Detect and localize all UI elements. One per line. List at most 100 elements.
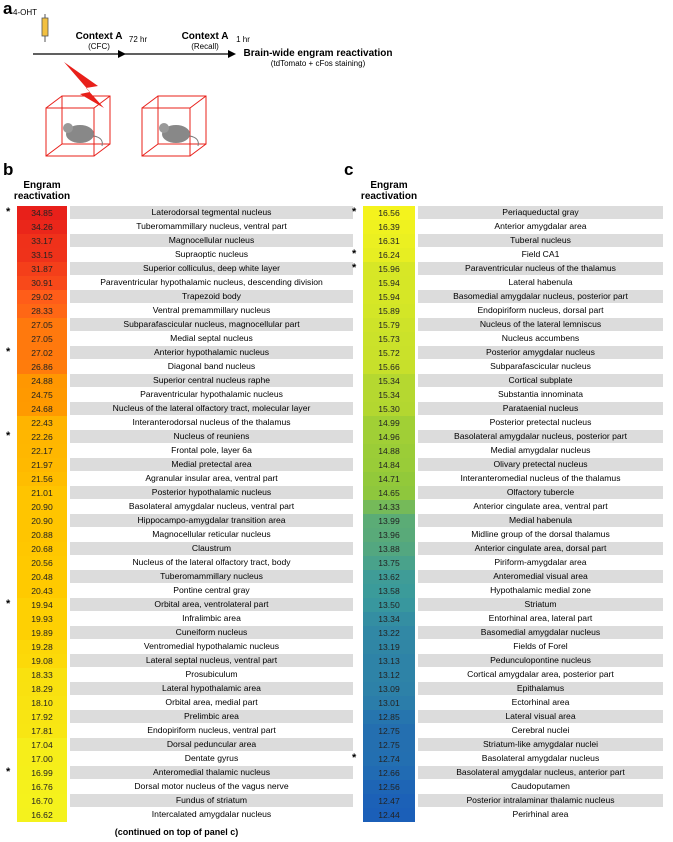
value-cell: 13.12: [363, 668, 415, 682]
value-cell: 15.66: [363, 360, 415, 374]
region-name: Pedunculopontine nucleus: [418, 654, 663, 667]
value-cell: 16.76: [17, 780, 67, 794]
region-name: Ectorhinal area: [511, 697, 570, 707]
value-cell: 24.75: [17, 388, 67, 402]
value-cell: 15.94: [363, 290, 415, 304]
value-cell: 14.96: [363, 430, 415, 444]
significance-star: *: [352, 752, 357, 764]
value-cell: 19.93: [17, 612, 67, 626]
value-cell: 14.84: [363, 458, 415, 472]
region-name: Basolateral amygdalar nucleus, ventral p…: [128, 501, 295, 511]
value-cell: 12.75: [363, 724, 415, 738]
protocol-diagram: a 4-OHT Context A (CFC) 72 hr Context A …: [3, 0, 392, 157]
value-cell: 13.62: [363, 570, 415, 584]
value-cell: 26.86: [17, 360, 67, 374]
region-name: Entorhinal area, lateral part: [488, 613, 593, 623]
value-cell: 13.58: [363, 584, 415, 598]
region-name: Olivary pretectal nucleus: [418, 458, 663, 471]
region-name: Nucleus of the lateral olfactory tract, …: [132, 557, 291, 567]
region-name: Medial septal nucleus: [170, 333, 253, 343]
value-cell: 14.88: [363, 444, 415, 458]
value-cell: 22.26: [17, 430, 67, 444]
value-cell: 13.19: [363, 640, 415, 654]
value-cell: 18.33: [17, 668, 67, 682]
significance-star: *: [6, 346, 11, 358]
value-cell: 15.34: [363, 388, 415, 402]
value-cell: 15.79: [363, 318, 415, 332]
value-cell: 27.02: [17, 346, 67, 360]
region-name: Dorsal peduncular area: [70, 738, 353, 751]
value-cell: 19.08: [17, 654, 67, 668]
region-name: Olfactory tubercle: [418, 486, 663, 499]
value-cell: 13.96: [363, 528, 415, 542]
value-cell: 16.56: [363, 206, 415, 220]
value-cell: 33.15: [17, 248, 67, 262]
significance-star: *: [6, 430, 11, 442]
significance-star: *: [6, 598, 11, 610]
value-cell: 15.72: [363, 346, 415, 360]
value-cell: 27.05: [17, 318, 67, 332]
value-cell: 19.28: [17, 640, 67, 654]
region-name: Frontal pole, layer 6a: [171, 445, 252, 455]
value-cell: 16.99: [17, 766, 67, 780]
region-name: Nucleus accumbens: [501, 333, 580, 343]
region-name: Striatum: [418, 598, 663, 611]
region-name: Epithalamus: [418, 682, 663, 695]
region-name: Ventromedial hypothalamic nucleus: [143, 641, 280, 651]
value-cell: 31.87: [17, 262, 67, 276]
value-cell: 16.39: [363, 220, 415, 234]
value-cell: 15.89: [363, 304, 415, 318]
region-name: Laterodorsal tegmental nucleus: [70, 206, 353, 219]
region-name: Midline group of the dorsal thalamus: [471, 529, 610, 539]
region-name: Cortical subplate: [418, 374, 663, 387]
value-cell: 24.68: [17, 402, 67, 416]
panel-label: c: [344, 160, 354, 179]
region-name: Anterior cingulate area, dorsal part: [418, 542, 663, 555]
region-name: Supraoptic nucleus: [174, 249, 249, 259]
value-cell: 17.00: [17, 752, 67, 766]
value-cell: 20.90: [17, 514, 67, 528]
region-name: Basolateral amygdalar nucleus, anterior …: [418, 766, 663, 779]
context-box: [45, 95, 111, 157]
value-cell: 34.85: [17, 206, 67, 220]
region-name: Anteromedial thalamic nucleus: [70, 766, 353, 779]
value-cell: 16.70: [17, 794, 67, 808]
column-header: Engram reactivation: [360, 180, 418, 202]
panel-label: b: [3, 160, 14, 179]
region-name: Orbital area, medial part: [165, 697, 258, 707]
value-cell: 28.33: [17, 304, 67, 318]
interval: 1 hr: [236, 35, 250, 44]
shock-icon: [64, 62, 104, 108]
value-cell: 12.56: [363, 780, 415, 794]
value-cell: 18.10: [17, 696, 67, 710]
region-name: Dorsal motor nucleus of the vagus nerve: [134, 781, 289, 791]
region-name: Prelimbic area: [70, 710, 353, 723]
region-name: Lateral visual area: [418, 710, 663, 723]
value-cell: 12.75: [363, 738, 415, 752]
significance-star: *: [6, 766, 11, 778]
region-name: Posterior pretectal nucleus: [489, 417, 592, 427]
value-cell: 13.99: [363, 514, 415, 528]
region-name: Magnocellular nucleus: [70, 234, 353, 247]
value-cell: 15.30: [363, 402, 415, 416]
region-name: Basolateral amygdalar nucleus, posterior…: [418, 430, 663, 443]
step-sub: (Recall): [191, 42, 219, 51]
value-cell: 22.43: [17, 416, 67, 430]
region-name: Paraventricular nucleus of the thalamus: [418, 262, 663, 275]
region-name: Intercalated amygdalar nucleus: [151, 809, 272, 819]
region-name: Posterior intralaminar thalamic nucleus: [418, 794, 663, 807]
value-cell: 18.29: [17, 682, 67, 696]
region-name: Basolateral amygdalar nucleus: [481, 753, 600, 763]
value-cell: 27.05: [17, 332, 67, 346]
region-name: Subparafascicular nucleus, magnocellular…: [70, 318, 353, 331]
value-cell: 15.73: [363, 332, 415, 346]
value-cell: 13.75: [363, 556, 415, 570]
value-cell: 20.90: [17, 500, 67, 514]
value-cell: 12.44: [363, 808, 415, 822]
value-cell: 13.34: [363, 612, 415, 626]
region-name: Anterior cingulate area, ventral part: [473, 501, 608, 511]
region-name: Anterior hypothalamic nucleus: [70, 346, 353, 359]
region-name: Diagonal band nucleus: [167, 361, 256, 371]
value-cell: 16.31: [363, 234, 415, 248]
